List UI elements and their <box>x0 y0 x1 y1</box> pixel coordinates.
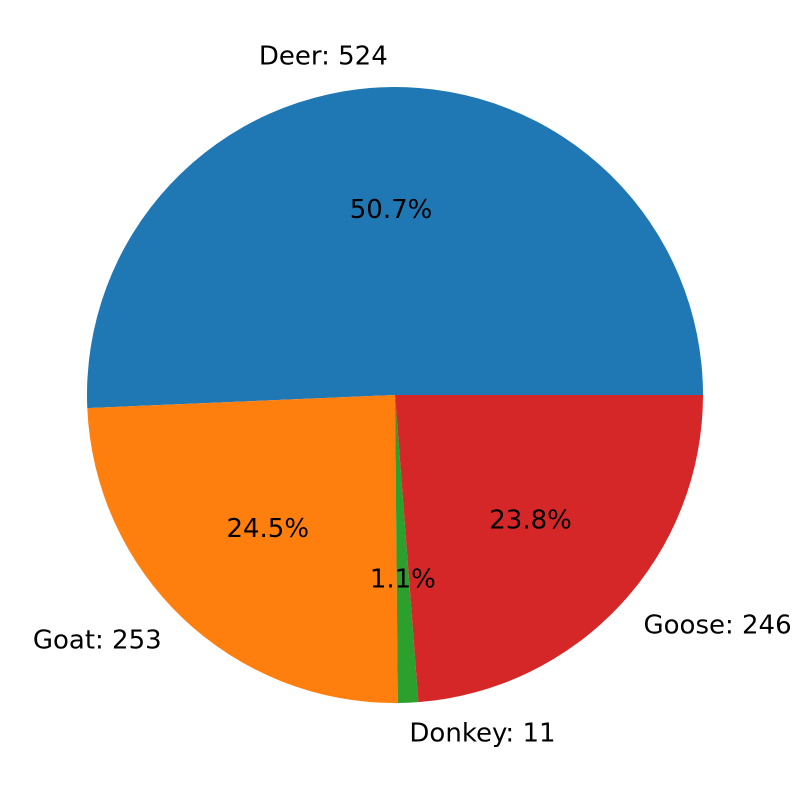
category-label-donkey: Donkey: 11 <box>409 718 555 748</box>
pie-slice-deer <box>87 87 704 409</box>
pie-slice-donkey <box>395 395 419 703</box>
percent-label-goat: 24.5% <box>226 514 309 544</box>
percent-labels: 50.7% 24.5% 1.1% 23.8% <box>226 195 571 594</box>
pie-slice-goose <box>395 395 703 703</box>
percent-label-goose: 23.8% <box>489 506 572 536</box>
percent-label-deer: 50.7% <box>350 195 433 225</box>
category-label-goose: Goose: 246 <box>643 610 791 640</box>
category-labels: Deer: 524 Goat: 253 Donkey: 11 Goose: 246 <box>33 41 792 748</box>
category-label-deer: Deer: 524 <box>259 41 388 71</box>
pie-slices <box>87 87 704 703</box>
pie-slice-goat <box>87 395 398 703</box>
category-label-goat: Goat: 253 <box>33 626 162 656</box>
percent-label-donkey: 1.1% <box>370 565 436 595</box>
